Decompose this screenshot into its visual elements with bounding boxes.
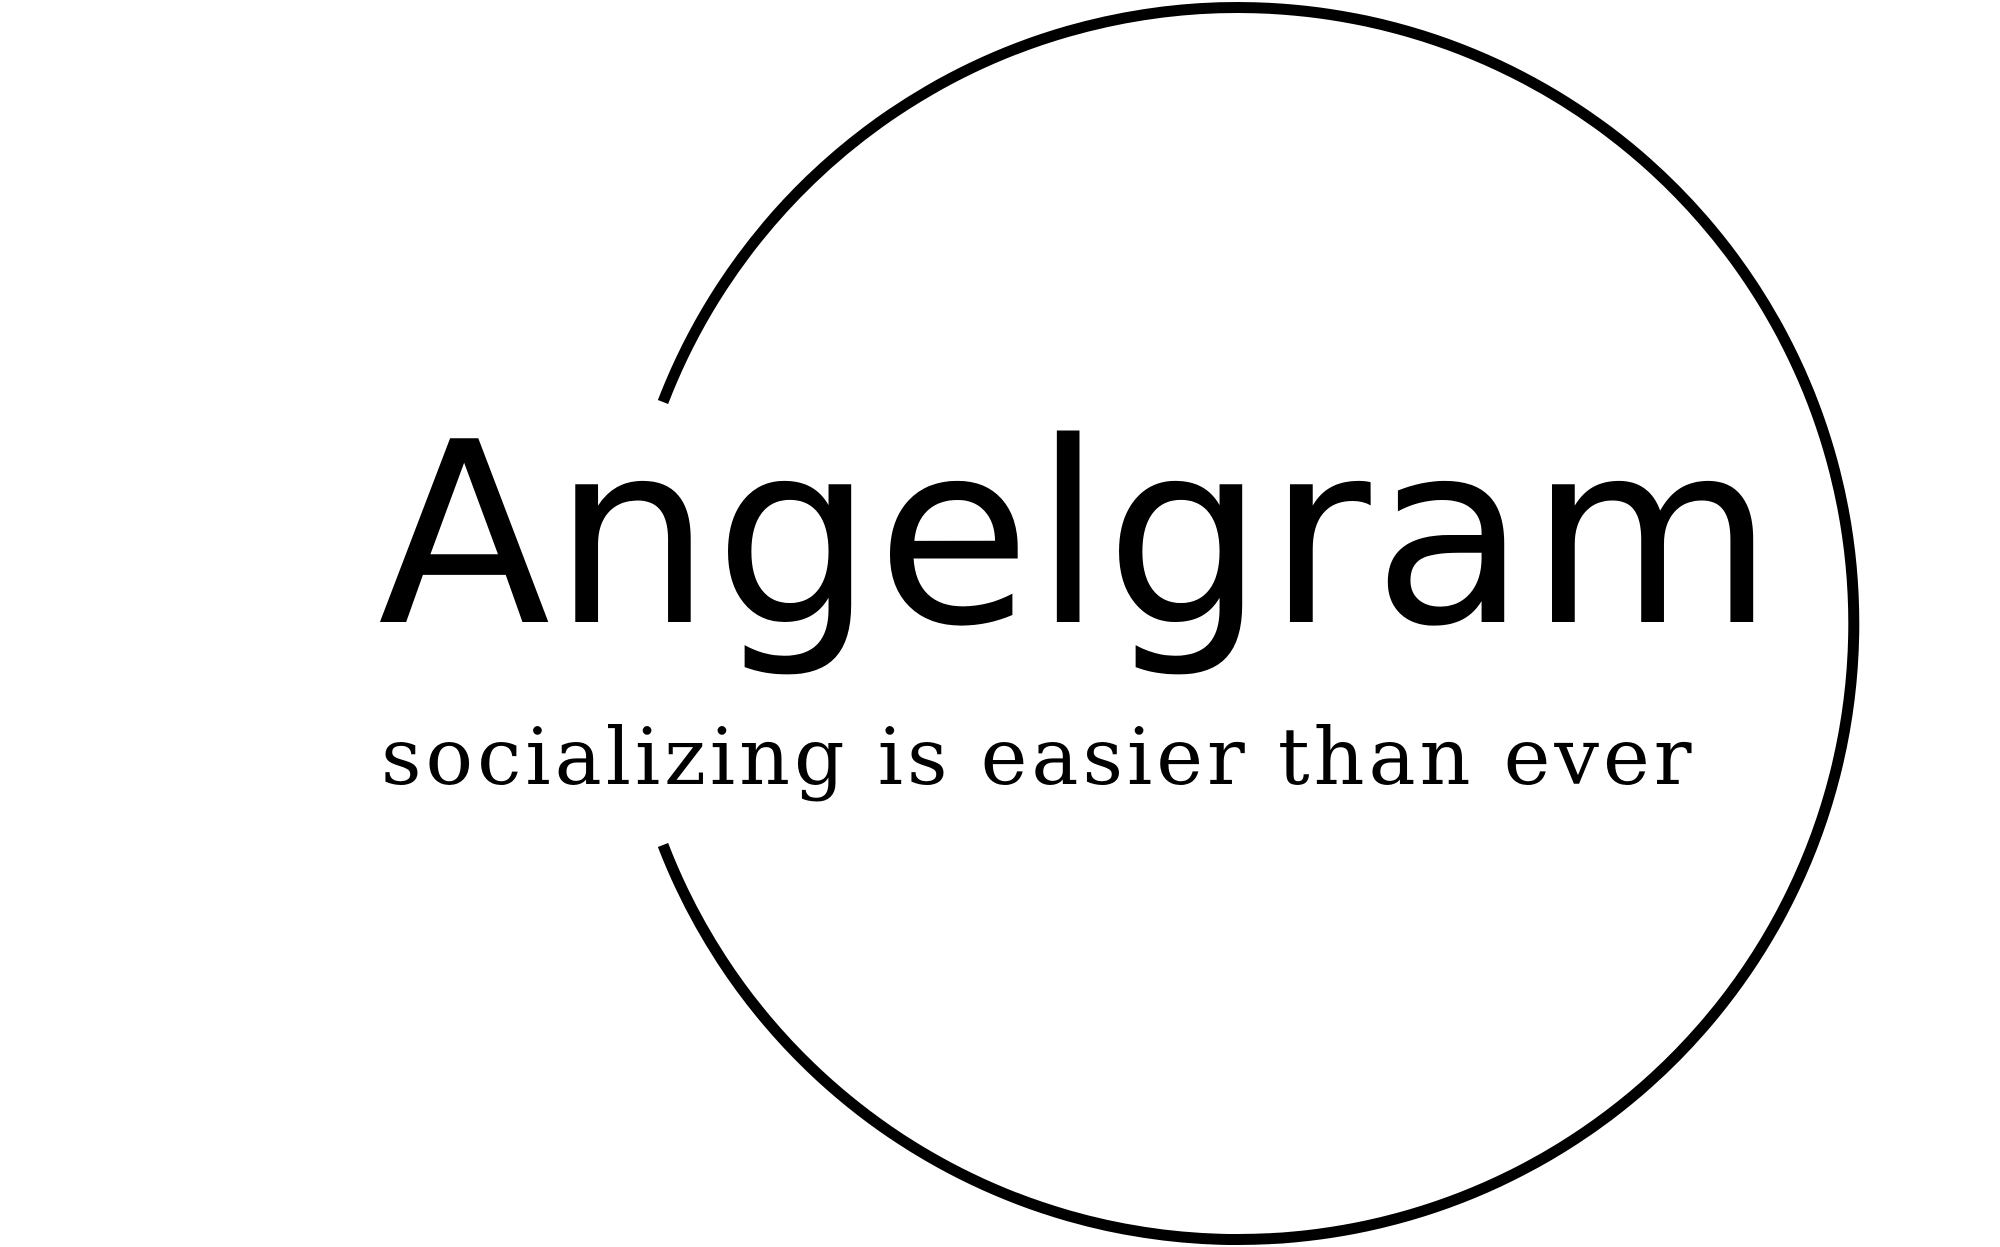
ring-arc <box>657 2 1860 1245</box>
brand-name: Angelgram <box>378 389 1777 682</box>
brand-tagline: socializing is easier than ever <box>381 711 1696 803</box>
